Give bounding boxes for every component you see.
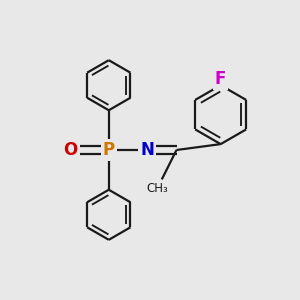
Text: F: F <box>215 70 226 88</box>
Text: CH₃: CH₃ <box>146 182 168 195</box>
Text: O: O <box>63 141 78 159</box>
Text: N: N <box>140 141 154 159</box>
Text: P: P <box>103 141 115 159</box>
